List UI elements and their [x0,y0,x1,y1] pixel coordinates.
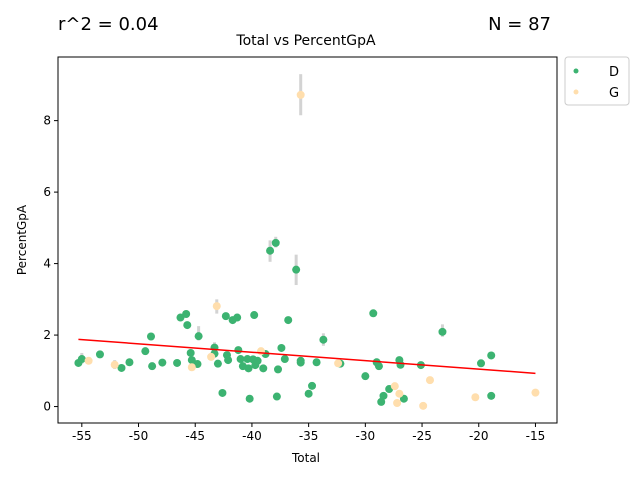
data-point-g [334,359,343,368]
data-point-g [212,302,221,311]
data-point-d [95,350,104,359]
r-squared-stat: r^2 = 0.04 [58,14,159,35]
data-point-d [148,362,157,371]
data-point-g [390,382,399,391]
data-point-d [250,311,259,320]
data-point-d [253,356,262,365]
data-point-d [438,327,447,336]
data-point-d [396,360,405,369]
data-point-d [243,355,252,364]
data-point-d [274,365,283,374]
data-point-d [487,391,496,400]
data-point-d [377,397,386,406]
data-point-d [304,389,313,398]
data-point-d [77,355,86,364]
error-bar-layer [80,74,444,370]
data-point-d [233,313,242,322]
legend-marker-d [573,68,579,74]
y-axis-label: PercentGpA [15,204,29,275]
legend-label-d: D [609,65,619,80]
data-point-g [425,376,434,385]
x-tick-label: -30 [356,429,376,443]
x-tick-label: -35 [299,429,319,443]
data-point-d [224,356,233,365]
data-point-g [531,388,540,397]
data-point-d [280,355,289,364]
data-point-g [393,398,402,407]
data-point-d [141,347,150,356]
data-point-d [158,358,167,367]
data-point-d [117,363,126,372]
data-point-d [277,343,286,352]
data-point-d [487,351,496,360]
data-point-g [110,360,119,369]
data-point-d [292,265,301,274]
data-point-d [379,391,388,400]
data-point-g [419,401,428,410]
legend-label-g: G [609,86,619,101]
data-point-d [182,309,191,318]
data-point-g [207,352,216,361]
data-point-g [257,347,266,356]
data-point-d [186,348,195,357]
data-point-g [395,389,404,398]
data-point-d [146,332,155,341]
legend: DG [564,56,630,106]
axes: -55 -50 -45 -40 -35 -30 -25 -20 -15 0 2 4 6 8 [43,56,558,443]
x-tick-label: -45 [185,429,205,443]
data-point-d [374,362,383,371]
legend-frame [564,56,630,106]
data-point-d [218,388,227,397]
data-point-d [271,238,280,247]
data-point-d [259,364,268,373]
data-point-d [236,355,245,364]
data-point-d [477,359,486,368]
data-point-d [221,312,230,321]
x-axis-label: Total [291,451,320,465]
data-point-d [173,358,182,367]
y-tick-label: 8 [43,114,51,128]
y-tick-label: 0 [43,400,51,414]
x-tick-label: -25 [412,429,432,443]
data-point-d [266,246,275,255]
plot-frame [57,56,558,424]
chart-title: Total vs PercentGpA [235,33,376,49]
data-point-d [183,321,192,330]
legend-marker-g [573,89,579,95]
y-tick-label: 2 [43,328,51,342]
sample-size-stat: N = 87 [488,14,551,35]
data-point-g [471,393,480,402]
x-tick-label: -20 [469,429,489,443]
data-point-d [272,392,281,401]
x-tick-label: -55 [72,429,92,443]
x-tick-label: -50 [129,429,149,443]
data-point-g [84,356,93,365]
data-point-d [312,358,321,367]
data-point-d [369,309,378,318]
x-tick-label: -40 [242,429,262,443]
data-point-d [187,356,196,365]
data-point-g [296,90,305,99]
data-point-d [125,358,134,367]
data-points-layer [74,90,540,410]
data-point-d [194,332,203,341]
y-tick-label: 6 [43,185,51,199]
data-point-d [308,381,317,390]
x-tick-label: -15 [526,429,546,443]
regression-layer [78,338,536,375]
data-point-d [296,358,305,367]
data-point-d [361,372,370,381]
y-tick-label: 4 [43,257,51,271]
data-point-d [234,346,243,355]
data-point-g [187,363,196,372]
data-point-d [244,364,253,373]
regression-line [78,338,536,375]
data-point-d [213,359,222,368]
data-point-d [245,394,254,403]
data-point-d [284,316,293,325]
data-point-d [319,335,328,344]
